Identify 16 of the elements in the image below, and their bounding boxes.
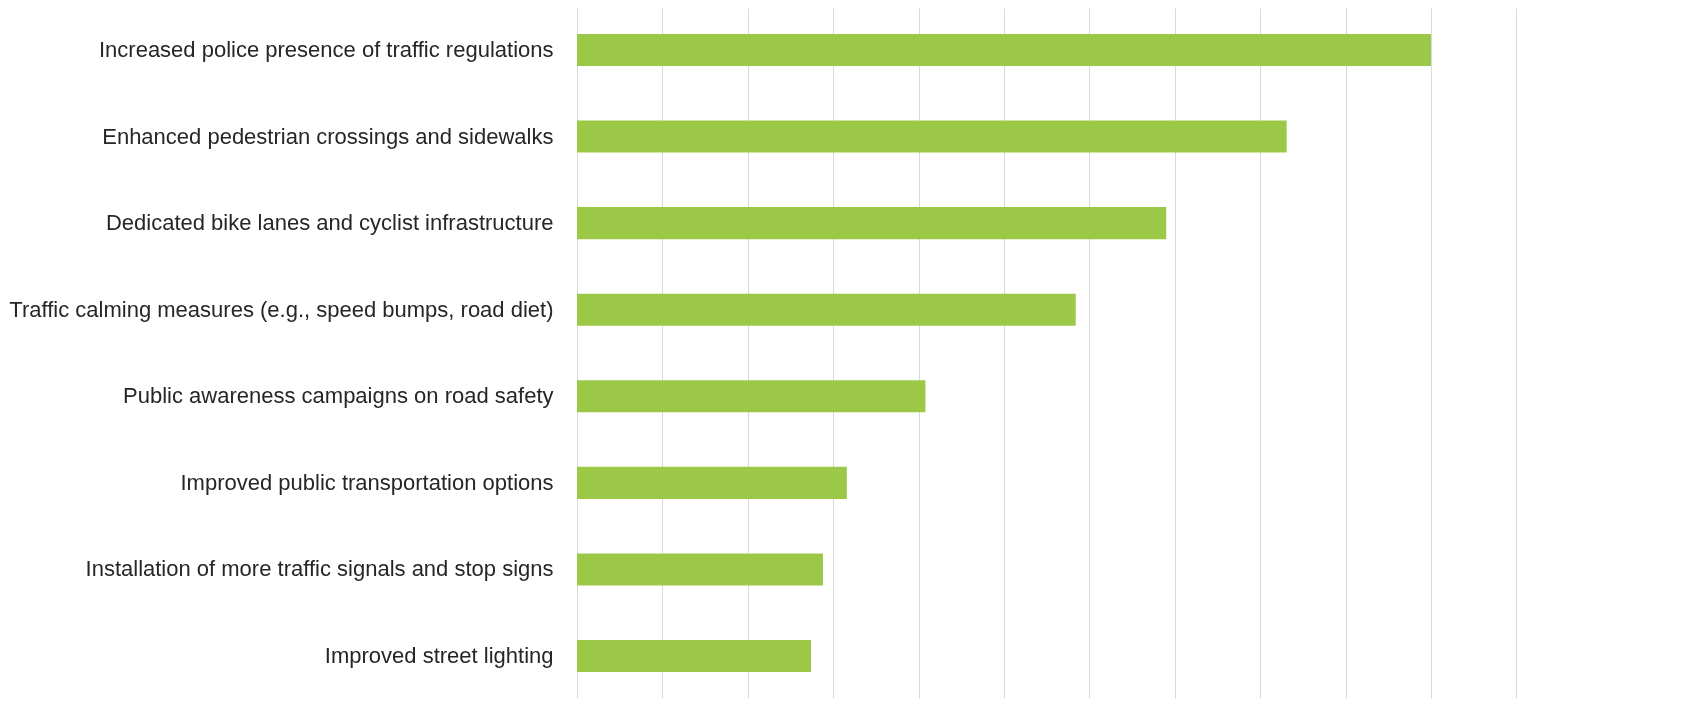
- bar: [577, 207, 1167, 240]
- bar: [577, 293, 1076, 326]
- bar: [577, 466, 847, 499]
- y-tick-label: Increased police presence of traffic regulations: [98, 36, 554, 62]
- y-tick-label: Improved street lighting: [324, 643, 554, 669]
- y-tick-label: Enhanced pedestrian crossings and sidewalks: [102, 123, 554, 149]
- bar: [577, 120, 1287, 153]
- bar: [577, 33, 1431, 67]
- y-tick-label: Traffic calming measures (e.g., speed bumps, road diet): [9, 296, 554, 322]
- y-tick-label: Installation of more traffic signals and stop signs: [85, 556, 554, 582]
- y-tick-label: Public awareness campaigns on road safety: [123, 383, 554, 409]
- bar: [577, 380, 926, 413]
- y-tick-label: Dedicated bike lanes and cyclist infrastructure: [105, 210, 554, 236]
- y-tick-label: Improved public transportation options: [180, 469, 554, 495]
- bar: [577, 553, 823, 586]
- bar: [577, 639, 811, 673]
